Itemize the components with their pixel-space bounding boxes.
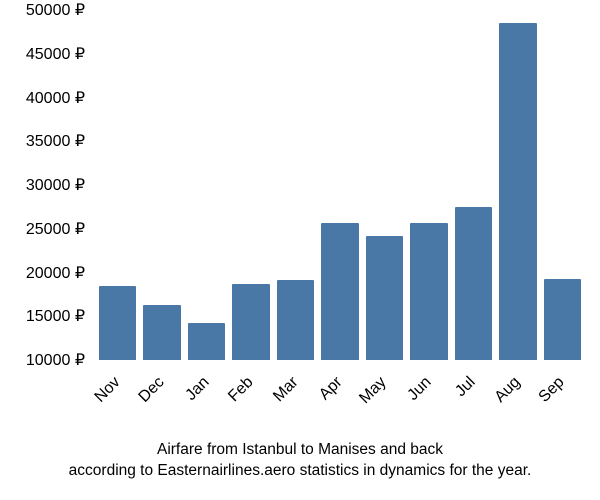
y-tick-label: 20000 ₽ xyxy=(26,263,85,283)
x-label-wrap: Sep xyxy=(544,365,581,425)
x-tick-label: Dec xyxy=(136,374,169,407)
x-tick-label: Mar xyxy=(270,374,302,406)
caption-line-1: Airfare from Istanbul to Manises and bac… xyxy=(157,441,443,458)
bars-group xyxy=(95,10,585,360)
y-tick-label: 35000 ₽ xyxy=(26,131,85,151)
bar-nov xyxy=(99,286,136,360)
x-label-wrap: Feb xyxy=(232,365,269,425)
x-label-wrap: Jul xyxy=(455,365,492,425)
y-tick-label: 15000 ₽ xyxy=(26,306,85,326)
bar-mar xyxy=(277,280,314,361)
x-label-wrap: Jun xyxy=(410,365,447,425)
x-label-wrap: Aug xyxy=(499,365,536,425)
x-label-wrap: Apr xyxy=(321,365,358,425)
bar-sep xyxy=(544,279,581,360)
bar-aug xyxy=(499,23,536,360)
bar-may xyxy=(366,236,403,360)
x-tick-label: Nov xyxy=(91,374,124,407)
x-tick-label: Jun xyxy=(404,374,435,405)
bar-jan xyxy=(188,323,225,360)
x-tick-label: Apr xyxy=(316,374,346,404)
chart-caption: Airfare from Istanbul to Manises and bac… xyxy=(0,440,600,482)
y-axis: 50000 ₽45000 ₽40000 ₽35000 ₽30000 ₽25000… xyxy=(0,10,90,360)
bar-jul xyxy=(455,207,492,360)
x-label-wrap: Mar xyxy=(277,365,314,425)
plot-area xyxy=(95,10,585,360)
x-tick-label: Jul xyxy=(453,374,480,401)
airfare-chart: 50000 ₽ 45000 ₽ 40000 ₽ 35000 ₽ 30000 ₽ 25000… xyxy=(0,0,600,500)
y-tick-label: 25000 ₽ xyxy=(26,219,85,239)
x-tick-label: Sep xyxy=(536,374,569,407)
x-label-wrap: May xyxy=(366,365,403,425)
x-tick-label: May xyxy=(357,374,391,408)
bar-feb xyxy=(232,284,269,360)
x-label-wrap: Dec xyxy=(143,365,180,425)
y-tick-label: 10000 ₽ xyxy=(26,350,85,370)
y-tick-label: 45000 ₽ xyxy=(26,44,85,64)
bar-apr xyxy=(321,223,358,360)
x-tick-label: Feb xyxy=(225,374,257,406)
bar-jun xyxy=(410,223,447,360)
x-label-wrap: Jan xyxy=(188,365,225,425)
caption-line-2: according to Easternairlines.aero statis… xyxy=(69,462,532,479)
y-tick-label: 50000 ₽ xyxy=(26,0,85,20)
x-tick-label: Jan xyxy=(182,374,213,405)
y-tick-label: 30000 ₽ xyxy=(26,175,85,195)
x-axis: NovDecJanFebMarAprMayJunJulAugSep xyxy=(95,365,585,425)
bar-dec xyxy=(143,305,180,360)
y-tick-label: 40000 ₽ xyxy=(26,88,85,108)
x-tick-label: Aug xyxy=(491,374,524,407)
x-label-wrap: Nov xyxy=(99,365,136,425)
